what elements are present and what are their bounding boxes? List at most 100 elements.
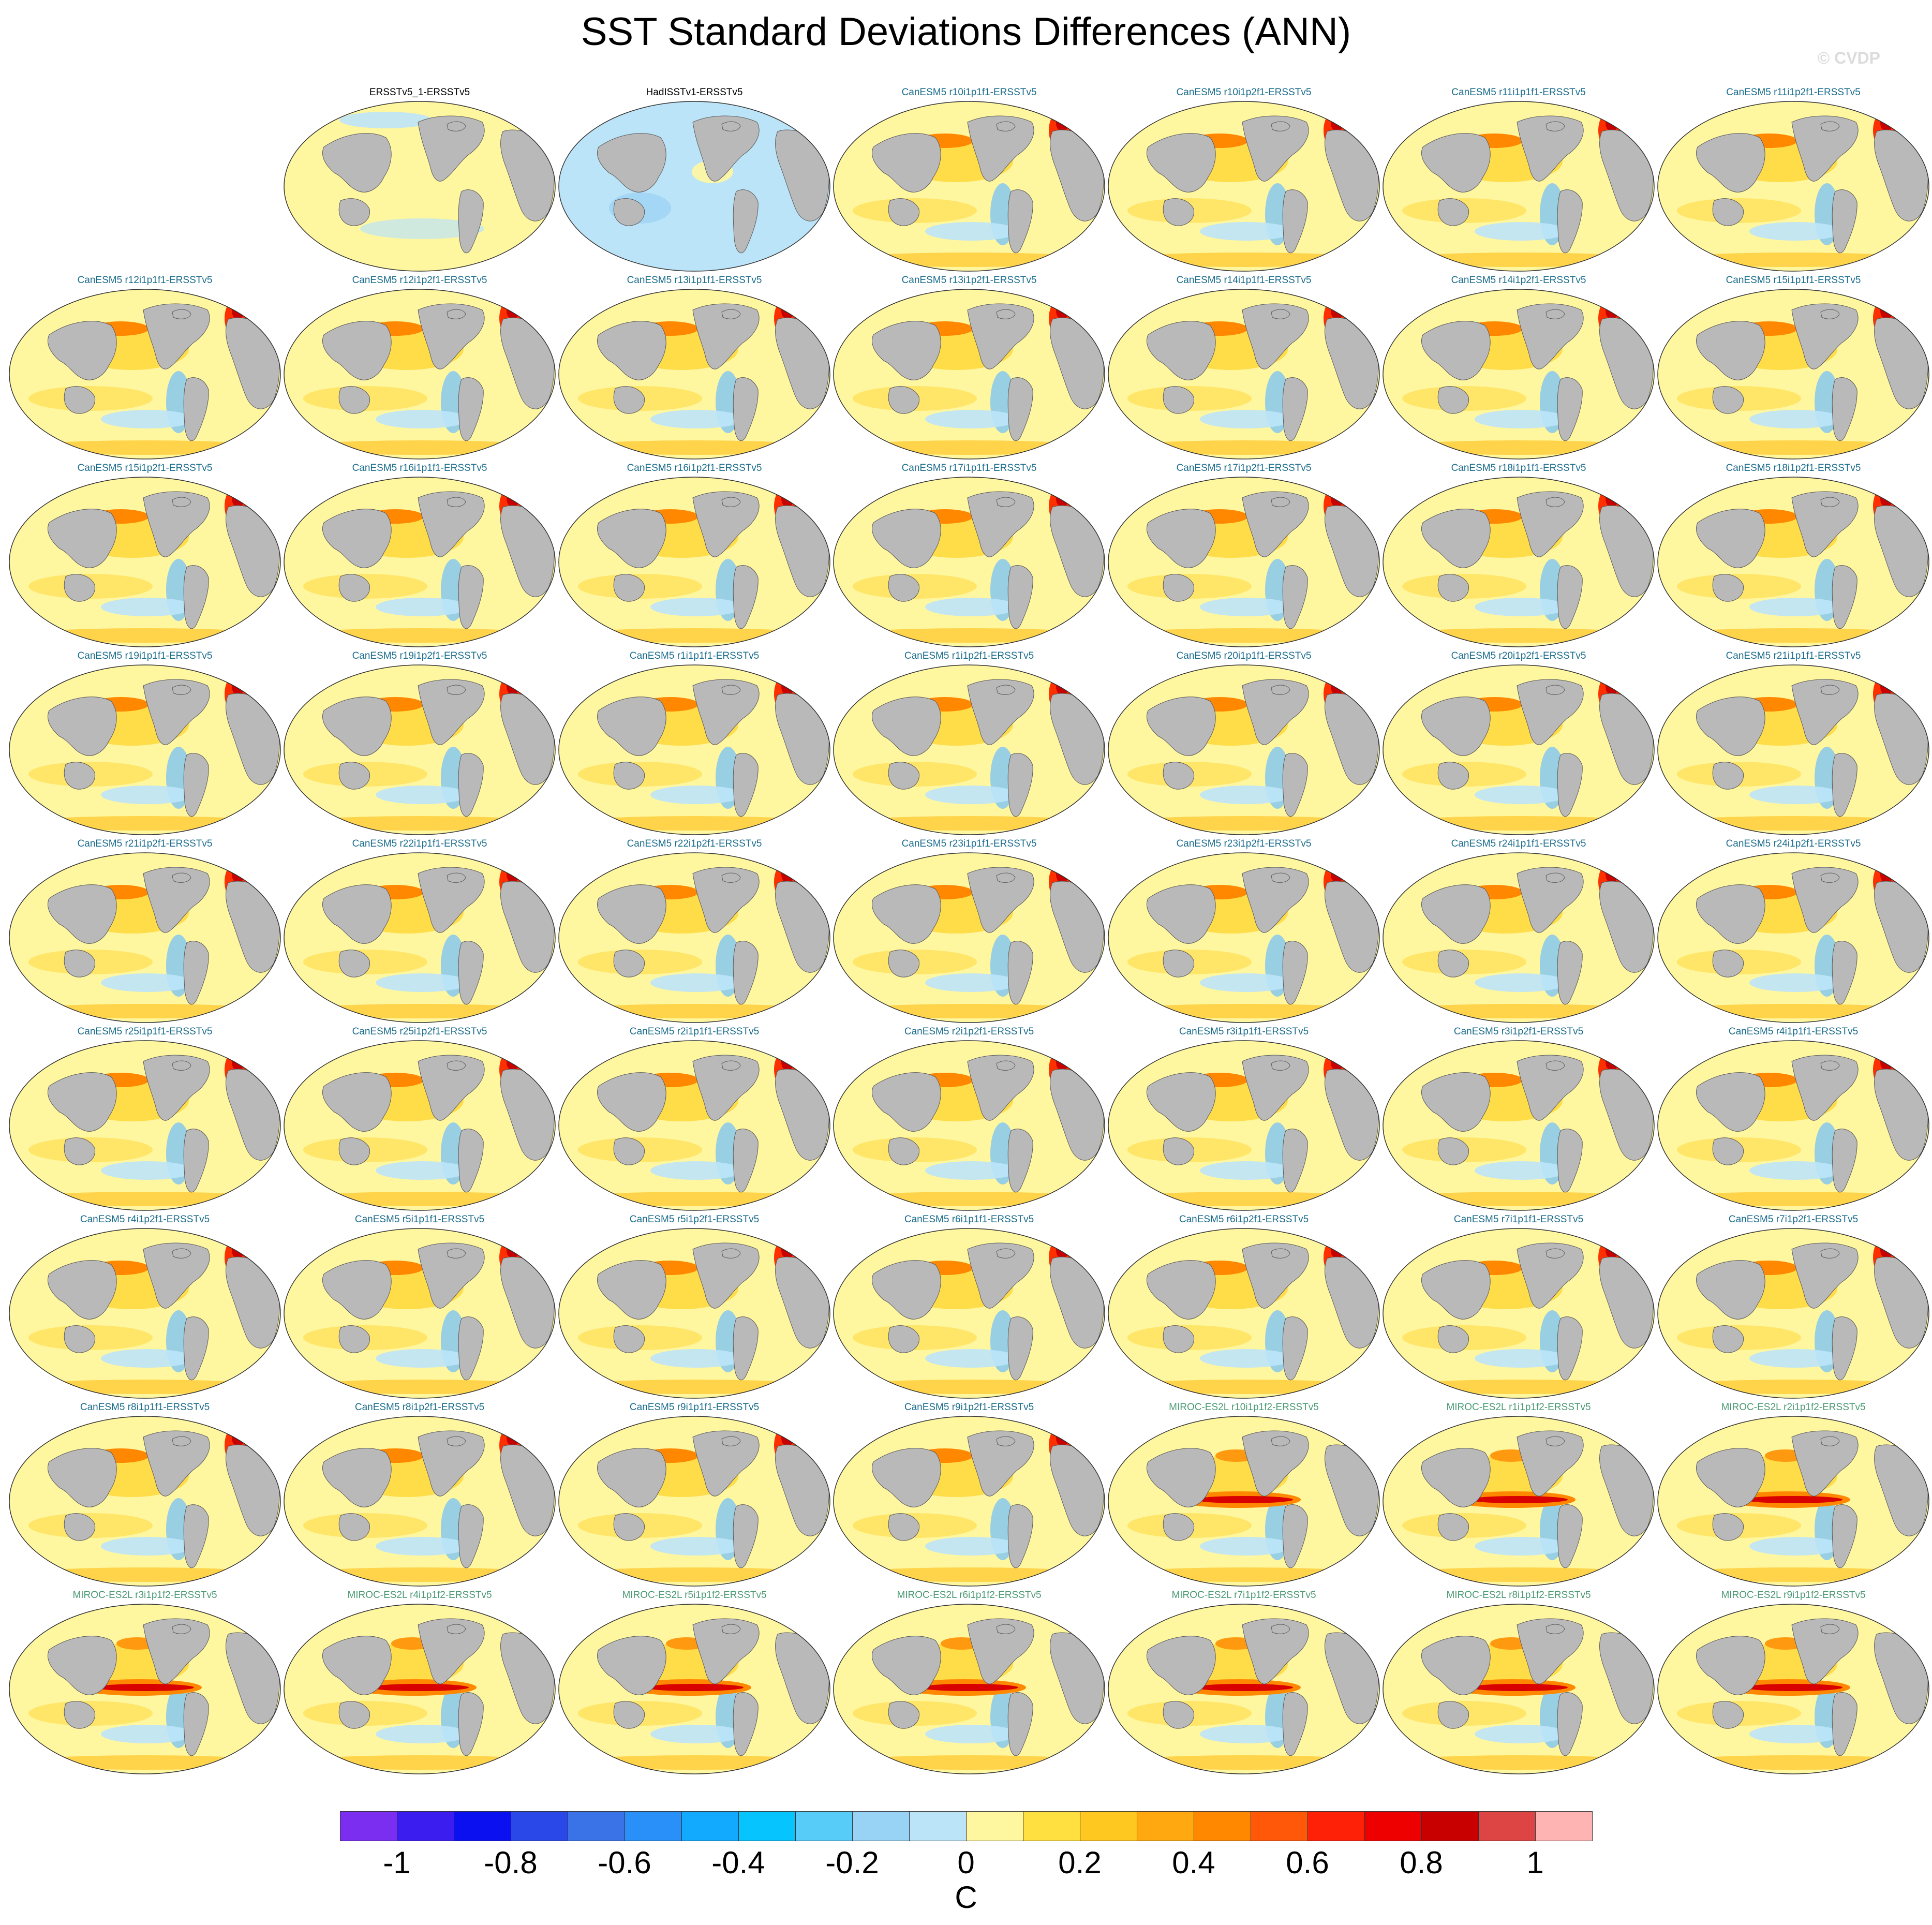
world-map xyxy=(1381,663,1656,837)
map-panel-label: CanESM5 r12i1p2f1-ERSSTv5 xyxy=(352,275,487,286)
map-panel: MIROC-ES2L r8i1p1f2-ERSSTv5 xyxy=(1381,1590,1656,1776)
map-panel: CanESM5 r16i1p1f1-ERSSTv5 xyxy=(283,463,557,649)
map-panel: CanESM5 r23i1p1f1-ERSSTv5 xyxy=(832,838,1106,1025)
map-panel: CanESM5 r17i1p2f1-ERSSTv5 xyxy=(1107,463,1381,649)
colorbar-tick-label: 0.2 xyxy=(1058,1845,1102,1880)
map-panel-label: ERSSTv5_1-ERSSTv5 xyxy=(369,87,470,98)
map-panel: CanESM5 r19i1p1f1-ERSSTv5 xyxy=(8,650,282,837)
world-map xyxy=(557,99,831,273)
map-panel-label: CanESM5 r15i1p2f1-ERSSTv5 xyxy=(77,463,213,473)
map-panel: CanESM5 r3i1p1f1-ERSSTv5 xyxy=(1107,1026,1381,1212)
colorbar xyxy=(340,1811,1593,1841)
world-map xyxy=(1381,99,1656,273)
map-panel: CanESM5 r17i1p1f1-ERSSTv5 xyxy=(832,463,1106,649)
map-panel: CanESM5 r8i1p2f1-ERSSTv5 xyxy=(283,1402,557,1588)
map-panel: MIROC-ES2L r5i1p1f2-ERSSTv5 xyxy=(557,1590,831,1776)
world-map xyxy=(1107,1039,1381,1212)
map-panel: CanESM5 r10i1p2f1-ERSSTv5 xyxy=(1107,87,1381,273)
world-map xyxy=(1656,663,1930,837)
map-panel: CanESM5 r2i1p2f1-ERSSTv5 xyxy=(832,1026,1106,1212)
world-map xyxy=(8,287,282,461)
map-panel-label: CanESM5 r4i1p2f1-ERSSTv5 xyxy=(80,1214,210,1225)
world-map xyxy=(1107,287,1381,461)
cvdp-watermark: © CVDP xyxy=(1817,49,1880,67)
map-panel: CanESM5 r18i1p1f1-ERSSTv5 xyxy=(1381,463,1656,649)
map-panel-label: CanESM5 r23i1p2f1-ERSSTv5 xyxy=(1176,838,1312,849)
colorbar-segment xyxy=(1307,1811,1365,1841)
world-map xyxy=(8,663,282,837)
map-panel: CanESM5 r25i1p2f1-ERSSTv5 xyxy=(283,1026,557,1212)
map-panel: CanESM5 r6i1p2f1-ERSSTv5 xyxy=(1107,1214,1381,1400)
colorbar-tick-labels: -1 -0.8 -0.6 -0.4 -0.2 0 0.2 0.4 0.6 0.8 1 xyxy=(340,1845,1592,1881)
map-panel-label: MIROC-ES2L r2i1p1f2-ERSSTv5 xyxy=(1721,1402,1866,1413)
map-panel-label: CanESM5 r14i1p1f1-ERSSTv5 xyxy=(1176,275,1312,286)
map-panel: CanESM5 r24i1p2f1-ERSSTv5 xyxy=(1656,838,1930,1025)
map-panel: CanESM5 r10i1p1f1-ERSSTv5 xyxy=(832,87,1106,273)
world-map xyxy=(832,475,1106,649)
map-panel: CanESM5 r22i1p1f1-ERSSTv5 xyxy=(283,838,557,1025)
world-map xyxy=(283,475,557,649)
map-panel-label: CanESM5 r16i1p1f1-ERSSTv5 xyxy=(352,463,487,473)
world-map xyxy=(832,1414,1106,1588)
map-panel-label: CanESM5 r7i1p2f1-ERSSTv5 xyxy=(1728,1214,1859,1225)
map-panel-label: CanESM5 r24i1p2f1-ERSSTv5 xyxy=(1726,838,1861,849)
map-panel: CanESM5 r6i1p1f1-ERSSTv5 xyxy=(832,1214,1106,1400)
map-panel-label: CanESM5 r20i1p2f1-ERSSTv5 xyxy=(1451,650,1586,661)
map-panel: CanESM5 r12i1p2f1-ERSSTv5 xyxy=(283,275,557,461)
world-map xyxy=(832,1602,1106,1776)
map-panel-label: MIROC-ES2L r7i1p1f2-ERSSTv5 xyxy=(1171,1590,1316,1601)
colorbar-segment xyxy=(909,1811,967,1841)
colorbar-segment xyxy=(1080,1811,1137,1841)
world-map xyxy=(557,851,831,1025)
world-map xyxy=(557,663,831,837)
map-panel-label: CanESM5 r25i1p1f1-ERSSTv5 xyxy=(77,1026,213,1037)
map-panel: CanESM5 r2i1p1f1-ERSSTv5 xyxy=(557,1026,831,1212)
world-map xyxy=(1107,851,1381,1025)
world-map xyxy=(1381,1226,1656,1400)
world-map xyxy=(283,1602,557,1776)
map-panel-label: CanESM5 r20i1p1f1-ERSSTv5 xyxy=(1176,650,1312,661)
world-map xyxy=(1107,1602,1381,1776)
map-panel: CanESM5 r12i1p1f1-ERSSTv5 xyxy=(8,275,282,461)
map-panel-label: CanESM5 r11i1p2f1-ERSSTv5 xyxy=(1726,87,1861,98)
map-panel-label: CanESM5 r4i1p1f1-ERSSTv5 xyxy=(1728,1026,1859,1037)
colorbar-tick-label: 0 xyxy=(957,1845,975,1880)
map-panel: CanESM5 r4i1p1f1-ERSSTv5 xyxy=(1656,1026,1930,1212)
map-panel-label: CanESM5 r15i1p1f1-ERSSTv5 xyxy=(1726,275,1861,286)
colorbar-segment xyxy=(1535,1811,1593,1841)
map-panel: CanESM5 r5i1p2f1-ERSSTv5 xyxy=(557,1214,831,1400)
map-panel: CanESM5 r13i1p1f1-ERSSTv5 xyxy=(557,275,831,461)
map-panel: MIROC-ES2L r3i1p1f2-ERSSTv5 xyxy=(8,1590,282,1776)
colorbar-segment xyxy=(511,1811,568,1841)
world-map xyxy=(832,99,1106,273)
world-map xyxy=(8,1414,282,1588)
colorbar-segment xyxy=(1194,1811,1251,1841)
map-panel-label: MIROC-ES2L r9i1p1f2-ERSSTv5 xyxy=(1721,1590,1866,1601)
map-panel-label: CanESM5 r25i1p2f1-ERSSTv5 xyxy=(352,1026,487,1037)
world-map xyxy=(8,1039,282,1212)
map-panel-label: CanESM5 r14i1p2f1-ERSSTv5 xyxy=(1451,275,1586,286)
map-panel-label: CanESM5 r19i1p1f1-ERSSTv5 xyxy=(77,650,213,661)
map-panel-label: MIROC-ES2L r3i1p1f2-ERSSTv5 xyxy=(72,1590,217,1601)
map-panel: CanESM5 r14i1p1f1-ERSSTv5 xyxy=(1107,275,1381,461)
map-panel: CanESM5 r21i1p1f1-ERSSTv5 xyxy=(1656,650,1930,837)
map-panel: MIROC-ES2L r7i1p1f2-ERSSTv5 xyxy=(1107,1590,1381,1776)
world-map xyxy=(1381,287,1656,461)
map-panel: CanESM5 r23i1p2f1-ERSSTv5 xyxy=(1107,838,1381,1025)
map-panel-label: CanESM5 r6i1p1f1-ERSSTv5 xyxy=(904,1214,1034,1225)
world-map xyxy=(1656,1226,1930,1400)
map-panel: CanESM5 r9i1p2f1-ERSSTv5 xyxy=(832,1402,1106,1588)
map-panel: MIROC-ES2L r9i1p1f2-ERSSTv5 xyxy=(1656,1590,1930,1776)
world-map xyxy=(1107,475,1381,649)
map-panel-label: MIROC-ES2L r8i1p1f2-ERSSTv5 xyxy=(1446,1590,1591,1601)
map-panel: CanESM5 r14i1p2f1-ERSSTv5 xyxy=(1381,275,1656,461)
map-panel-label: CanESM5 r17i1p1f1-ERSSTv5 xyxy=(901,463,1037,473)
world-map xyxy=(832,663,1106,837)
colorbar-segment xyxy=(966,1811,1023,1841)
colorbar-segment xyxy=(397,1811,454,1841)
map-panel: CanESM5 r24i1p1f1-ERSSTv5 xyxy=(1381,838,1656,1025)
world-map xyxy=(283,1414,557,1588)
map-panel-label: MIROC-ES2L r10i1p1f2-ERSSTv5 xyxy=(1169,1402,1319,1413)
map-panel-label: CanESM5 r12i1p1f1-ERSSTv5 xyxy=(77,275,213,286)
world-map xyxy=(8,1602,282,1776)
